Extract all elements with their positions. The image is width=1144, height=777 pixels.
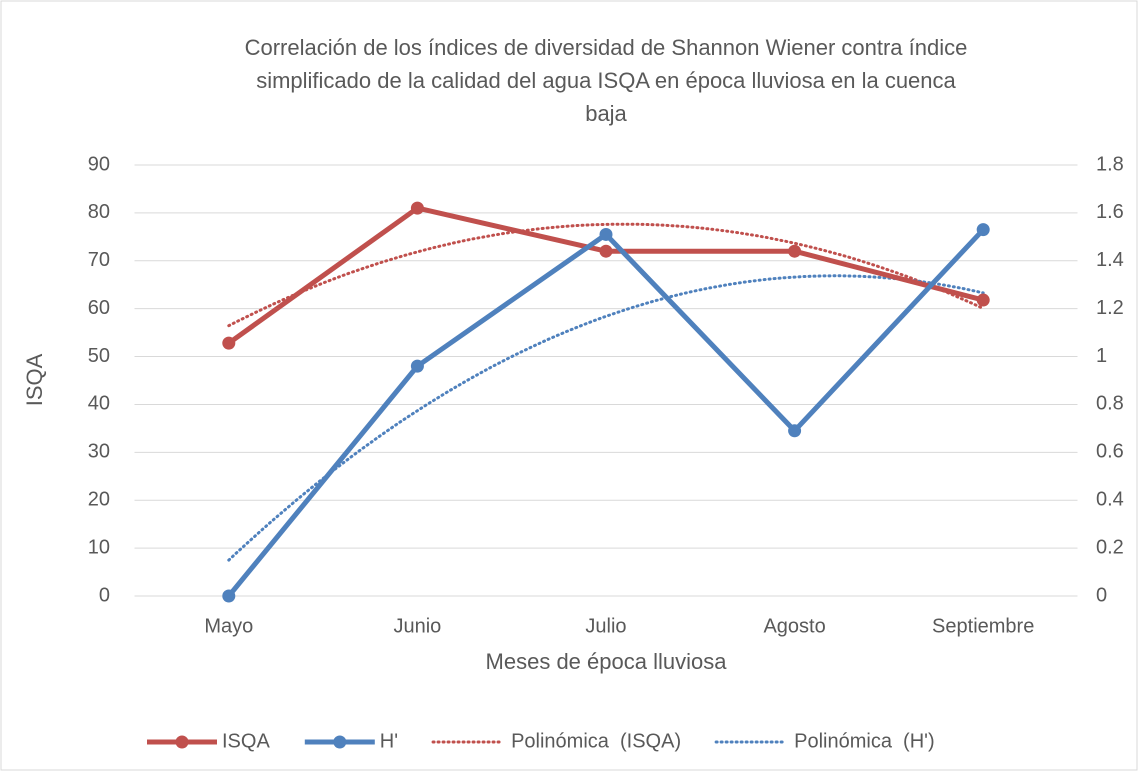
y2-tick-label: 0.8 [1096, 393, 1124, 415]
data-point [976, 223, 990, 237]
y-axis-label: ISQA [22, 353, 47, 406]
y-tick-label: 80 [88, 201, 110, 223]
y2-tick-label: 1.8 [1096, 153, 1124, 175]
data-point [788, 424, 802, 438]
data-point [222, 336, 236, 350]
x-tick-label: Septiembre [932, 615, 1034, 637]
chart-title: simplificado de la calidad del agua ISQA… [256, 68, 956, 93]
legend-marker [333, 735, 347, 749]
y2-tick-label: 0.6 [1096, 441, 1124, 463]
y2-tick-label: 0.2 [1096, 536, 1124, 558]
y-tick-label: 20 [88, 489, 110, 511]
y-tick-label: 50 [88, 345, 110, 367]
y2-tick-label: 1.4 [1096, 249, 1124, 271]
data-point [410, 201, 424, 215]
y2-tick-label: 1.2 [1096, 297, 1124, 319]
y-tick-label: 10 [88, 536, 110, 558]
data-point [599, 227, 613, 241]
legend-label: H' [380, 730, 398, 752]
y-tick-label: 60 [88, 297, 110, 319]
legend-label: ISQA [222, 730, 270, 752]
y2-tick-label: 1 [1096, 345, 1107, 367]
chart-title: baja [585, 101, 627, 126]
y-tick-label: 30 [88, 441, 110, 463]
data-point [976, 293, 990, 307]
legend-label: Polinómica (ISQA) [511, 730, 681, 752]
trendline [227, 222, 985, 328]
y2-tick-label: 0 [1096, 584, 1107, 606]
y-tick-label: 70 [88, 249, 110, 271]
x-tick-label: Junio [393, 615, 441, 637]
x-tick-label: Mayo [204, 615, 253, 637]
data-point [788, 244, 802, 258]
legend-marker [175, 735, 189, 749]
y2-tick-label: 0.4 [1096, 489, 1124, 511]
x-tick-label: Agosto [763, 615, 825, 637]
y-tick-label: 90 [88, 153, 110, 175]
data-point [222, 589, 236, 603]
legend-label: Polinómica (H') [794, 730, 935, 752]
y2-tick-label: 1.6 [1096, 201, 1124, 223]
trendline [227, 274, 985, 562]
y-tick-label: 40 [88, 393, 110, 415]
data-point [410, 359, 424, 373]
chart-title: Correlación de los índices de diversidad… [245, 35, 968, 60]
x-axis-label: Meses de época lluviosa [486, 649, 728, 674]
y-tick-label: 0 [99, 584, 110, 606]
data-point [599, 244, 613, 258]
x-tick-label: Julio [585, 615, 626, 637]
